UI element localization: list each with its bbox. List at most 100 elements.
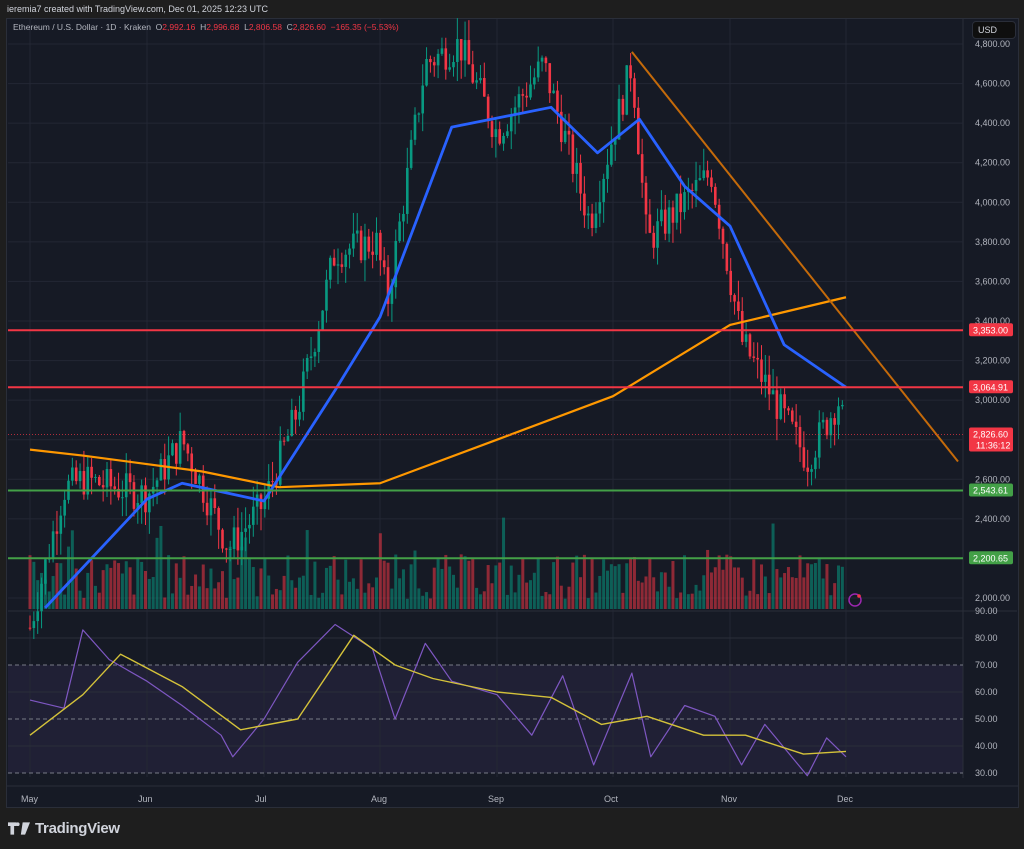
volume-bar bbox=[386, 562, 390, 609]
candle-body bbox=[325, 279, 328, 311]
price-tick: 4,600.00 bbox=[975, 79, 1010, 89]
fast-moving-average-line[interactable] bbox=[44, 105, 847, 609]
candle-body bbox=[444, 48, 448, 70]
candle-body bbox=[94, 476, 97, 478]
volume-bar bbox=[309, 594, 313, 609]
candle-body bbox=[340, 264, 344, 267]
volume-bar bbox=[671, 561, 675, 609]
tradingview-logo[interactable]: TradingView bbox=[8, 820, 120, 837]
volume-bar bbox=[278, 590, 282, 609]
candle-body bbox=[744, 334, 748, 342]
volume-bar bbox=[748, 590, 752, 609]
candle-body bbox=[563, 130, 567, 143]
candle-body bbox=[633, 78, 636, 108]
volume-bar bbox=[729, 556, 733, 609]
candle-body bbox=[760, 359, 763, 382]
candle-body bbox=[502, 135, 505, 144]
volume-bar bbox=[390, 588, 394, 609]
price-tick: 2,600.00 bbox=[975, 474, 1010, 484]
candle-body bbox=[313, 351, 317, 357]
candle-body bbox=[798, 427, 802, 448]
candle-body bbox=[298, 411, 301, 420]
candle-body bbox=[175, 443, 178, 464]
volume-bar bbox=[313, 561, 317, 609]
volume-bar bbox=[428, 598, 432, 609]
volume-bar bbox=[632, 556, 636, 609]
candle-body bbox=[764, 374, 767, 382]
candle-body bbox=[625, 65, 629, 115]
candle-body bbox=[471, 64, 475, 83]
candle-body bbox=[791, 410, 794, 422]
candle-body bbox=[217, 508, 220, 530]
volume-bar bbox=[478, 594, 482, 609]
candle-body bbox=[417, 113, 421, 115]
price-pane[interactable] bbox=[8, 19, 963, 611]
candle-body bbox=[290, 409, 294, 436]
candle-body bbox=[752, 356, 756, 358]
candle-body bbox=[355, 230, 359, 234]
volume-bar bbox=[763, 576, 767, 609]
candle-body bbox=[232, 527, 236, 550]
volume-bar bbox=[817, 559, 821, 609]
candle-body bbox=[787, 408, 790, 411]
volume-bar bbox=[486, 565, 490, 609]
volume-bar bbox=[259, 568, 263, 609]
volume-bar bbox=[136, 557, 140, 609]
volume-bar bbox=[771, 523, 775, 609]
volume-bar bbox=[829, 595, 833, 609]
candle-body bbox=[536, 61, 540, 78]
volume-bar bbox=[170, 593, 174, 609]
candle-body bbox=[32, 621, 36, 629]
candle-body bbox=[329, 257, 332, 280]
candle-body bbox=[390, 287, 394, 304]
candle-body bbox=[656, 221, 659, 248]
volume-bar bbox=[344, 559, 348, 609]
volume-bar bbox=[432, 567, 436, 609]
volume-bar bbox=[694, 584, 698, 609]
volume-bar bbox=[590, 558, 594, 609]
candle-body bbox=[517, 94, 521, 108]
candle-body bbox=[375, 232, 378, 255]
volume-bar bbox=[371, 587, 375, 609]
candle-body bbox=[132, 482, 136, 509]
candle-body bbox=[159, 459, 163, 481]
candle-body bbox=[136, 502, 140, 509]
candle-body bbox=[702, 170, 706, 179]
candle-body bbox=[98, 476, 101, 486]
rsi-line[interactable] bbox=[29, 623, 847, 777]
volume-bar bbox=[413, 550, 417, 609]
price-badge-label: 3,064.91 bbox=[973, 382, 1008, 392]
currency-button[interactable]: USD bbox=[972, 21, 1016, 39]
volume-bar bbox=[90, 560, 94, 609]
volume-bar bbox=[740, 577, 744, 609]
candle-body bbox=[282, 440, 286, 442]
candle-body bbox=[644, 182, 648, 215]
volume-bar bbox=[63, 594, 67, 609]
rsi-pane[interactable] bbox=[8, 611, 963, 777]
candle-body bbox=[679, 193, 682, 213]
volume-bar bbox=[452, 574, 455, 609]
slow-moving-average-line[interactable] bbox=[29, 296, 847, 489]
volume-bar bbox=[833, 583, 837, 609]
candle-body bbox=[837, 406, 840, 425]
volume-bar bbox=[274, 588, 278, 609]
price-tick: 3,400.00 bbox=[975, 316, 1010, 326]
rsi-ma-line[interactable] bbox=[29, 634, 847, 755]
volume-bar bbox=[232, 579, 236, 609]
candle-body bbox=[667, 207, 671, 234]
candle-body bbox=[394, 240, 398, 288]
symbol-title[interactable]: Ethereum / U.S. Dollar · 1D · Kraken bbox=[13, 22, 151, 32]
time-tick: Nov bbox=[721, 794, 738, 804]
rsi-tick: 50.00 bbox=[975, 714, 998, 724]
volume-bar bbox=[174, 563, 178, 609]
candle-body bbox=[675, 193, 679, 223]
high-value: 2,996.68 bbox=[206, 22, 240, 32]
volume-bar bbox=[348, 581, 352, 609]
volume-bar bbox=[752, 559, 756, 609]
descending-trendline[interactable] bbox=[631, 51, 959, 463]
volume-bar bbox=[606, 570, 609, 609]
volume-bar bbox=[217, 582, 221, 609]
candle-body bbox=[490, 121, 494, 138]
replay-alert-icon[interactable] bbox=[848, 593, 862, 607]
